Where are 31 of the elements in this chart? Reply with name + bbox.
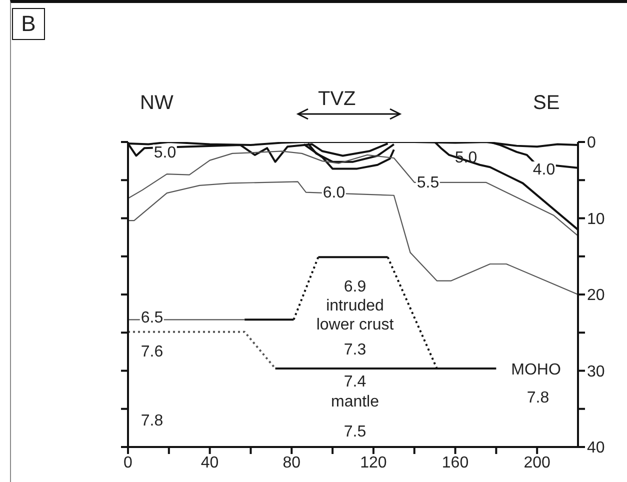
text: SE bbox=[533, 92, 560, 115]
y-tick-label: 0 bbox=[587, 134, 596, 152]
annotation: 5.0 bbox=[152, 144, 178, 162]
annotation: 7.5 bbox=[342, 424, 368, 440]
annotation: mantle bbox=[330, 394, 380, 410]
annotation: 7.6 bbox=[140, 344, 164, 360]
annotation: 6.5 bbox=[140, 310, 164, 326]
annotation: 7.3 bbox=[342, 342, 368, 358]
annotation: 7.8 bbox=[140, 412, 164, 430]
text: NW bbox=[140, 92, 174, 115]
x-tick-label: 40 bbox=[200, 454, 219, 472]
annotation: 7.4 bbox=[342, 374, 368, 390]
annotation: 6.0 bbox=[322, 184, 346, 202]
text: TVZ bbox=[318, 88, 356, 111]
x-tick-label: 160 bbox=[442, 454, 469, 472]
annotation: 5.5 bbox=[416, 174, 440, 192]
y-tick-label: 10 bbox=[587, 210, 605, 228]
annotation: 4.0 bbox=[532, 162, 556, 178]
annotation: MOHO bbox=[510, 362, 562, 378]
annotation: intruded bbox=[325, 298, 385, 314]
x-tick-label: 80 bbox=[282, 454, 301, 472]
x-tick-label: 200 bbox=[524, 454, 551, 472]
annotation: lower crust bbox=[315, 316, 395, 334]
annotation: 6.9 bbox=[342, 278, 368, 296]
annotation: 7.8 bbox=[526, 390, 550, 406]
y-tick-label: 30 bbox=[587, 363, 605, 380]
x-tick-label: 120 bbox=[360, 454, 387, 472]
y-tick-label: 40 bbox=[587, 440, 605, 457]
x-tick-label: 0 bbox=[124, 454, 133, 472]
y-tick-label: 20 bbox=[587, 287, 605, 304]
chart-title: B bbox=[12, 8, 45, 40]
